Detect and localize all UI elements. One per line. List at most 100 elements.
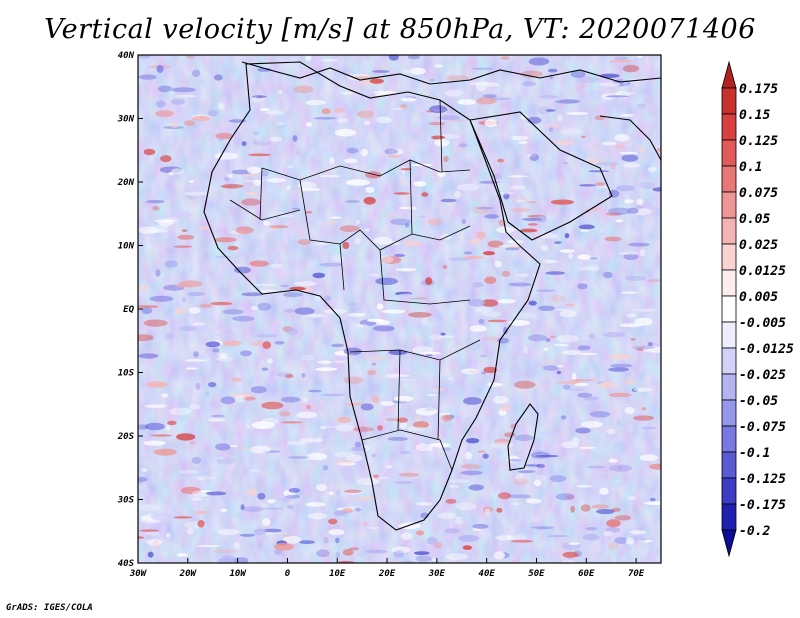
field-patch	[343, 376, 364, 385]
field-patch	[440, 332, 446, 336]
field-patch	[199, 303, 213, 308]
field-patch	[497, 298, 516, 304]
field-patch	[146, 381, 169, 388]
field-patch	[316, 242, 330, 246]
field-patch	[303, 397, 309, 403]
field-patch	[599, 227, 605, 233]
field-patch	[614, 56, 628, 60]
field-patch	[399, 450, 411, 454]
field-patch	[472, 67, 493, 70]
field-patch	[536, 289, 555, 292]
field-patch	[242, 160, 251, 166]
field-patch	[295, 150, 300, 156]
field-patch	[500, 405, 511, 412]
field-patch	[356, 110, 375, 119]
field-patch	[623, 162, 641, 168]
field-patch	[415, 502, 433, 506]
lon-label: 10W	[229, 569, 247, 579]
field-patch	[437, 115, 461, 121]
field-patch	[312, 272, 326, 279]
field-patch	[514, 380, 536, 389]
field-patch	[287, 456, 309, 459]
field-patch	[476, 97, 497, 105]
field-patch	[247, 488, 257, 497]
field-patch	[515, 199, 525, 203]
field-patch	[241, 198, 261, 206]
field-patch	[634, 317, 653, 326]
field-patch	[608, 207, 632, 215]
field-patch	[589, 256, 599, 260]
field-patch	[487, 319, 507, 323]
field-patch	[487, 403, 496, 410]
field-patch	[384, 373, 403, 379]
field-patch	[308, 389, 322, 393]
field-patch	[282, 326, 293, 332]
field-patch	[578, 184, 597, 187]
field-patch	[542, 259, 553, 264]
field-patch	[227, 245, 239, 251]
field-patch	[376, 116, 392, 124]
field-patch	[391, 546, 411, 554]
colorbar-box	[721, 425, 737, 453]
field-patch	[606, 519, 621, 528]
field-patch	[456, 183, 480, 191]
madagascar-coastline	[507, 403, 539, 471]
field-patch	[559, 310, 577, 318]
field-patch	[185, 367, 198, 370]
field-patch	[628, 91, 636, 95]
field-patch	[568, 253, 573, 260]
field-patch	[266, 178, 287, 183]
india-coastline	[599, 115, 662, 161]
field-patch	[514, 312, 537, 319]
field-patch	[365, 549, 388, 554]
field-patch	[512, 547, 532, 554]
field-patch	[326, 221, 336, 226]
field-patch	[480, 299, 499, 307]
lat-label: 40S	[118, 559, 135, 569]
field-patch	[554, 99, 579, 104]
field-patch	[550, 335, 556, 339]
field-patch	[345, 454, 363, 462]
field-patch	[510, 502, 522, 505]
field-patch	[192, 497, 203, 501]
field-patch	[482, 94, 498, 98]
field-patch	[394, 479, 405, 483]
field-patch	[293, 85, 314, 94]
field-patch	[205, 341, 221, 348]
field-patch	[248, 153, 272, 157]
field-patch	[398, 185, 410, 192]
field-patch	[445, 498, 457, 504]
field-patch	[339, 225, 360, 233]
field-patch	[484, 508, 491, 516]
colorbar-label: 0.05	[739, 212, 770, 227]
field-patch	[241, 292, 264, 297]
field-patch	[625, 361, 630, 365]
field-patch	[299, 540, 315, 545]
field-patch	[256, 138, 270, 143]
field-patch	[215, 132, 234, 140]
field-patch	[460, 470, 483, 476]
field-patch	[328, 518, 338, 525]
field-patch	[228, 444, 238, 448]
lat-label: 10N	[118, 242, 135, 252]
field-patch	[138, 536, 145, 539]
field-patch	[421, 192, 429, 197]
field-patch	[155, 110, 174, 118]
colorbar-label: 0.15	[739, 108, 770, 123]
field-patch	[138, 285, 151, 291]
field-patch	[369, 273, 379, 277]
field-patch	[179, 280, 203, 288]
field-patch	[549, 475, 567, 483]
field-patch	[160, 155, 172, 163]
field-patch	[287, 505, 294, 509]
field-patch	[589, 333, 595, 339]
field-patch	[494, 260, 502, 268]
field-patch	[355, 496, 377, 501]
field-patch	[555, 380, 579, 385]
field-patch	[633, 415, 655, 421]
field-patch	[187, 195, 197, 200]
field-patch	[527, 223, 538, 226]
field-patches	[138, 55, 661, 563]
field-patch	[191, 456, 202, 464]
field-patch	[455, 502, 477, 511]
